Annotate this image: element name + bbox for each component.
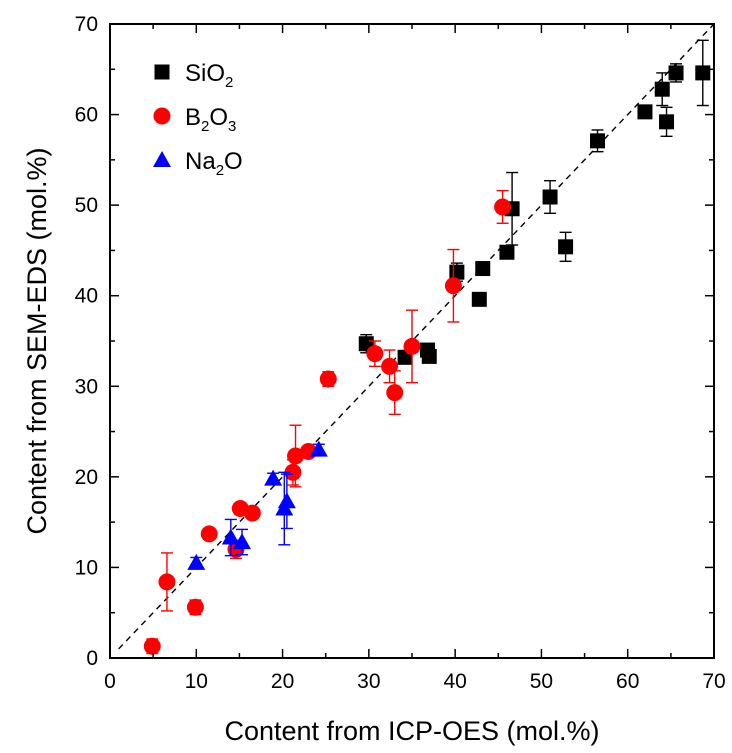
y-tick-label: 10 — [75, 556, 98, 579]
y-axis-title: Content from SEM-EDS (mol.%) — [22, 147, 52, 534]
plot-area — [118, 23, 715, 655]
data-point — [542, 189, 558, 205]
data-point — [233, 533, 252, 550]
axis-ticks — [109, 23, 715, 659]
data-point — [366, 345, 384, 363]
y-tick-label: 60 — [75, 104, 98, 127]
x-tick-label: 0 — [104, 670, 116, 693]
x-tick-label: 70 — [702, 670, 725, 693]
legend-subscript: 3 — [228, 118, 236, 135]
x-tick-label: 10 — [185, 670, 208, 693]
legend-marker — [153, 107, 171, 125]
legend-subscript: 2 — [225, 74, 233, 91]
data-point — [243, 504, 261, 522]
legend-text-part: SiO — [185, 60, 225, 87]
data-point — [668, 65, 684, 81]
data-point — [558, 239, 574, 255]
legend-text-part: O — [209, 104, 228, 131]
y-tick-label: 0 — [86, 647, 98, 670]
x-axis-title: Content from ICP-OES (mol.%) — [224, 716, 599, 746]
data-point — [143, 637, 161, 655]
x-tick-label: 40 — [443, 670, 466, 693]
data-point — [471, 291, 487, 307]
tick-labels: 0 10 20 30 40 50 60 70 0 10 20 30 40 50 60 70 — [75, 13, 726, 693]
data-point — [449, 264, 465, 280]
series-square — [358, 39, 711, 365]
data-point — [200, 525, 218, 543]
legend-label: SiO2 — [185, 60, 233, 91]
series-triangle — [187, 440, 328, 570]
data-point — [319, 370, 337, 388]
data-point — [309, 440, 328, 457]
data-point — [277, 492, 296, 509]
data-point — [187, 553, 206, 570]
data-point — [654, 81, 670, 97]
data-point — [421, 348, 437, 364]
data-point — [403, 337, 421, 355]
x-tick-label: 60 — [616, 670, 639, 693]
x-tick-label: 50 — [530, 670, 553, 693]
legend-label: Na2O — [185, 148, 243, 179]
data-point — [590, 133, 606, 149]
x-tick-label: 30 — [357, 670, 380, 693]
data-point — [444, 277, 462, 295]
data-point — [158, 573, 176, 591]
legend-label: B2O3 — [185, 104, 236, 135]
data-point — [499, 244, 515, 260]
data-point — [264, 469, 283, 486]
data-point — [695, 65, 711, 81]
data-point — [475, 261, 491, 277]
legend-subscript: 2 — [201, 118, 209, 135]
data-point — [494, 198, 512, 216]
reference-line — [118, 23, 715, 650]
y-tick-label: 70 — [75, 13, 98, 36]
y-tick-label: 30 — [75, 375, 98, 398]
y-tick-label: 50 — [75, 194, 98, 217]
legend-marker — [153, 151, 171, 167]
data-point — [284, 463, 302, 481]
data-point — [287, 447, 305, 465]
data-point — [381, 357, 399, 375]
legend-subscript: 2 — [216, 162, 224, 179]
y-tick-label: 20 — [75, 466, 98, 489]
legend-text-part: Na — [185, 148, 216, 175]
data-point — [637, 104, 653, 120]
series-circle — [143, 189, 512, 655]
legend-text-part: O — [224, 148, 243, 175]
x-tick-label: 20 — [271, 670, 294, 693]
y-tick-label: 40 — [75, 285, 98, 308]
data-point — [186, 598, 204, 616]
data-point — [221, 528, 240, 545]
legend-text-part: B — [185, 104, 201, 131]
data-point — [386, 384, 404, 402]
legend-marker — [154, 64, 170, 80]
data-point — [659, 114, 675, 130]
